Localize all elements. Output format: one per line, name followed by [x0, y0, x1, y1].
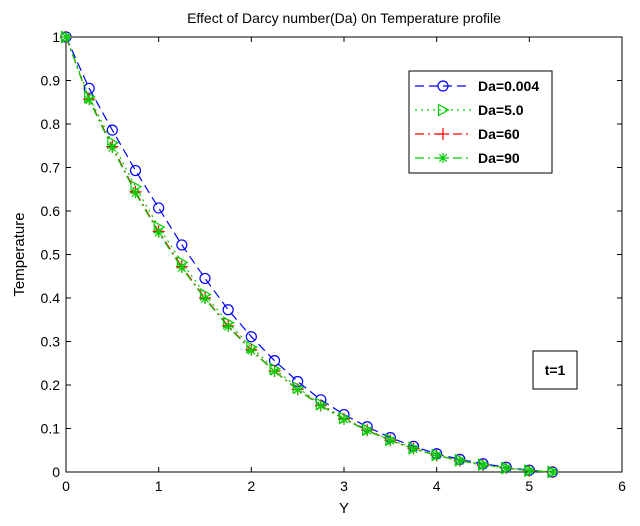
x-tick-label: 4: [433, 478, 441, 494]
legend-marker: [438, 153, 448, 163]
x-axis-title: Y: [339, 500, 349, 517]
data-point: [223, 321, 234, 332]
legend-label: Da=0.004: [478, 78, 539, 94]
y-tick-label: 0.4: [41, 290, 61, 306]
axis-ticks: 0 1 2 3 4 5 6 0 0.1 0.2 0.3 0.4 0.5 0.6 0.7 0.8 0.9 1: [41, 29, 627, 494]
series-line: [65, 36, 553, 473]
x-tick-label: 2: [247, 478, 255, 494]
chart-title: Effect of Darcy number(Da) 0n Temperatur…: [187, 10, 501, 26]
y-tick-label: 1: [52, 29, 60, 45]
data-point: [222, 304, 234, 316]
y-tick-label: 0.2: [41, 377, 61, 393]
data-point: [129, 164, 142, 177]
legend-item: Da=5.0: [415, 102, 524, 118]
legend-marker: [437, 128, 449, 140]
y-tick-label: 0.6: [41, 203, 61, 219]
x-tick-label: 0: [62, 478, 70, 494]
x-tick-label: 6: [618, 478, 626, 494]
legend-item: Da=0.004: [415, 78, 539, 94]
data-point: [408, 443, 419, 454]
data-point: [246, 345, 257, 356]
data-point: [106, 124, 118, 136]
y-tick-label: 0.3: [41, 334, 61, 350]
data-point: [153, 202, 165, 214]
data-point: [385, 435, 396, 446]
data-point: [245, 331, 257, 343]
legend-item: Da=60: [415, 126, 520, 142]
y-tick-label: 0.8: [41, 116, 61, 132]
data-point: [153, 227, 164, 238]
y-tick-label: 0.1: [41, 421, 61, 437]
annotation-box: t=1: [532, 350, 578, 390]
legend-label: Da=60: [478, 126, 520, 142]
legend: Da=0.004 Da=5.0 Da=60 Da=90: [408, 70, 553, 174]
y-tick-label: 0.9: [41, 73, 61, 89]
data-point: [200, 293, 210, 304]
data-point: [501, 463, 512, 474]
legend-marker: [437, 80, 449, 92]
series-line: [65, 36, 553, 473]
legend-marker: [437, 103, 450, 117]
data-point: [454, 455, 465, 466]
annotation-frame: [532, 350, 578, 390]
y-tick-label: 0: [52, 464, 60, 480]
data-point: [547, 467, 558, 477]
data-point: [176, 262, 187, 273]
data-point: [130, 188, 141, 199]
series-line: [65, 36, 553, 473]
data-point: [61, 32, 71, 42]
x-tick-label: 3: [340, 478, 348, 494]
data-point: [84, 95, 95, 106]
data-point: [478, 460, 488, 471]
data-point: [269, 366, 280, 377]
data-point: [431, 450, 442, 461]
data-point: [292, 384, 303, 395]
legend-label: Da=5.0: [478, 102, 524, 118]
annotation-text: t=1: [545, 362, 566, 378]
x-tick-label: 1: [155, 478, 163, 494]
legend-item: Da=90: [415, 150, 520, 166]
data-point: [107, 142, 118, 153]
y-axis-title: Temperature: [11, 212, 28, 296]
x-tick-label: 5: [525, 478, 533, 494]
data-point: [176, 239, 188, 251]
y-tick-label: 0.7: [41, 160, 61, 176]
series-3: [61, 32, 558, 477]
data-point: [524, 465, 535, 476]
legend-frame: [408, 70, 553, 174]
data-point: [315, 400, 326, 411]
legend-label: Da=90: [478, 150, 520, 166]
y-tick-label: 0.5: [41, 247, 61, 263]
data-point: [362, 425, 373, 436]
data-point: [339, 414, 349, 425]
series-layer: [60, 30, 560, 479]
data-point: [199, 272, 211, 285]
